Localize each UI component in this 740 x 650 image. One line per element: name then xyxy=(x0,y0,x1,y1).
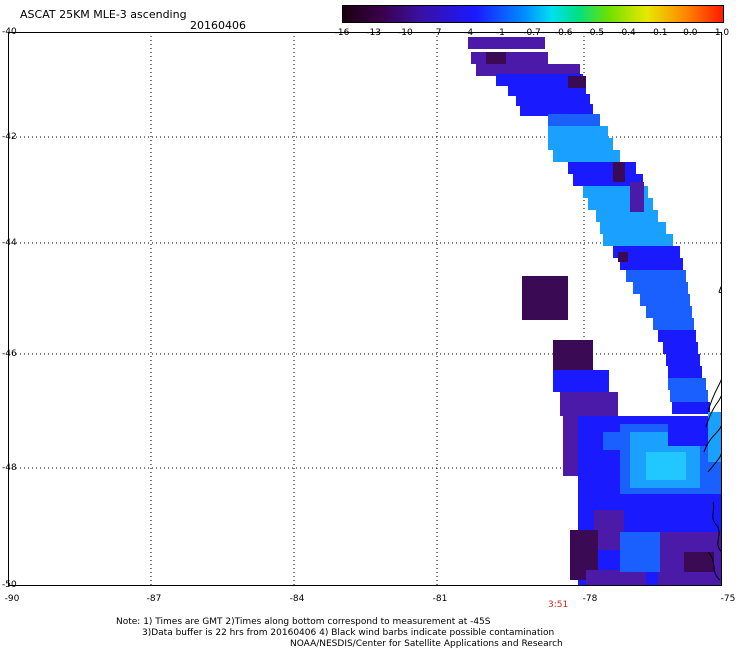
swath-cell xyxy=(468,37,545,49)
swath-cell xyxy=(672,402,710,414)
swath-cell xyxy=(573,174,643,186)
swath-cell xyxy=(568,76,586,88)
swath-cell xyxy=(516,94,590,106)
swath-cell xyxy=(646,452,686,480)
swath-cell xyxy=(670,390,708,402)
swath-cell xyxy=(668,378,706,390)
swath-cell xyxy=(600,222,666,234)
swath-cell xyxy=(658,330,696,342)
swath-cell xyxy=(496,74,583,86)
lon-label-81: -81 xyxy=(432,594,448,604)
swath-cell xyxy=(568,162,636,174)
swath-cell xyxy=(548,138,613,150)
note-line-1: Note: 1) Times are GMT 2)Times along bot… xyxy=(116,617,491,627)
swath-cell xyxy=(596,210,658,222)
map-date: 20160406 xyxy=(190,19,246,32)
lat-label-40: -40 xyxy=(2,27,17,37)
swath-cell xyxy=(618,252,628,262)
map-title: ASCAT 25KM MLE-3 ascending xyxy=(20,8,187,21)
swath-cell xyxy=(471,52,548,64)
swath-cell xyxy=(620,258,683,270)
swath-cell xyxy=(603,234,673,246)
swath-cell xyxy=(668,366,702,378)
swath-cell xyxy=(613,246,680,258)
lat-label-44: -44 xyxy=(2,238,17,248)
time-label: 3:51 xyxy=(548,600,569,610)
lat-label-42: -42 xyxy=(2,132,17,142)
swath-cell xyxy=(508,84,586,96)
swath-cell xyxy=(708,412,722,462)
swath-cell xyxy=(586,570,646,586)
lon-label-75: -75 xyxy=(720,594,736,604)
swath-cell xyxy=(594,510,624,550)
lon-label-87: -87 xyxy=(146,594,162,604)
lon-label-84: -84 xyxy=(289,594,305,604)
swath-cell xyxy=(522,276,568,320)
lon-label-78: -78 xyxy=(582,594,598,604)
swath-cell xyxy=(646,306,692,318)
swath-cell xyxy=(560,392,618,416)
swath-cell xyxy=(553,150,620,162)
swath-cell xyxy=(626,270,686,282)
swath-cell xyxy=(653,318,694,330)
swath-cell xyxy=(666,354,700,366)
swath-cell xyxy=(553,370,609,392)
swath-cell xyxy=(486,52,506,64)
swath-cell xyxy=(633,282,688,294)
swath-cell xyxy=(553,340,593,370)
swath-cell xyxy=(548,126,608,138)
lon-label-90: -90 xyxy=(4,594,20,604)
lat-label-50: -50 xyxy=(2,580,17,590)
swath-cell xyxy=(630,182,644,212)
lat-label-46: -46 xyxy=(2,349,17,359)
swath-cell xyxy=(613,162,625,182)
swath-cell xyxy=(476,64,580,76)
swath-cell xyxy=(520,104,593,116)
swath-cell xyxy=(620,532,660,572)
swath-cell xyxy=(640,294,690,306)
colorbar-tick: 1.0 xyxy=(714,28,730,38)
colorbar xyxy=(342,5,724,23)
swath-cell xyxy=(684,552,714,572)
swath-cell xyxy=(548,114,600,126)
swath-cell xyxy=(663,342,698,354)
lat-label-48: -48 xyxy=(2,463,17,473)
coastline xyxy=(703,286,722,581)
note-line-2: 3)Data buffer is 22 hrs from 20160406 4)… xyxy=(142,628,555,638)
wind-swath xyxy=(468,37,722,586)
map-frame xyxy=(8,32,722,586)
note-line-3: NOAA/NESDIS/Center for Satellite Applica… xyxy=(290,639,563,649)
